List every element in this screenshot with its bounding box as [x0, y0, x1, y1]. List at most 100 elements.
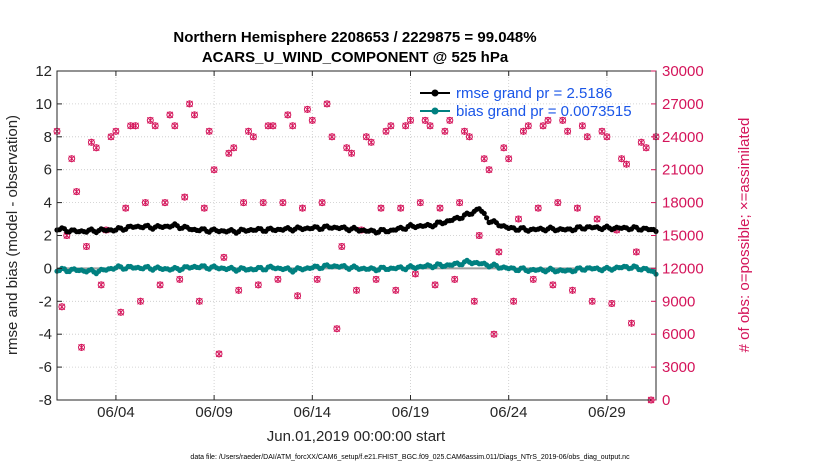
obs-assimilated-marker — [343, 144, 350, 152]
x-axis-label: Jun.01,2019 00:00:00 start — [267, 428, 446, 445]
y-tick-label: 8 — [44, 129, 52, 146]
y-tick-label: 12 — [35, 63, 52, 80]
obs-assimilated-marker — [171, 122, 179, 130]
obs-assimilated-marker — [279, 199, 287, 207]
obs-assimilated-marker — [83, 242, 90, 250]
obs-assimilated-marker — [495, 248, 503, 256]
legend-bias-label: bias grand pr = 0.0073515 — [456, 103, 632, 120]
obs-assimilated-marker — [259, 199, 267, 207]
rmse-point — [484, 215, 490, 221]
obs-assimilated-marker — [583, 133, 591, 141]
obs-assimilated-marker — [210, 166, 218, 174]
y-tick-label: 6 — [44, 162, 52, 179]
obs-assimilated-marker — [250, 133, 257, 141]
y2-tick-label: 12000 — [662, 260, 704, 277]
chart-subtitle: ACARS_U_WIND_COMPONENT @ 525 hPa — [202, 49, 509, 66]
obs-assimilated-marker — [466, 133, 473, 141]
obs-assimilated-marker — [146, 116, 154, 124]
legend-bias-marker — [431, 107, 439, 115]
obs-assimilated-marker — [525, 122, 532, 130]
obs-assimilated-marker — [417, 199, 424, 207]
obs-assimilated-marker — [574, 204, 581, 212]
obs-assimilated-marker — [200, 204, 208, 212]
obs-assimilated-marker — [485, 166, 493, 174]
obs-assimilated-marker — [436, 204, 444, 212]
y-tick-label: 4 — [44, 195, 52, 212]
x-tick-label: 06/24 — [490, 404, 528, 421]
obs-assimilated-marker — [186, 100, 193, 108]
obs-assimilated-marker — [623, 160, 630, 168]
y2-tick-label: 30000 — [662, 63, 704, 80]
obs-assimilated-marker — [490, 330, 498, 338]
obs-assimilated-marker — [181, 193, 188, 201]
obs-assimilated-marker — [372, 275, 380, 283]
obs-assimilated-marker — [274, 275, 282, 283]
obs-assimilated-marker — [529, 275, 537, 283]
obs-assimilated-marker — [637, 138, 645, 146]
obs-assimilated-marker — [451, 275, 459, 283]
y-tick-label: -2 — [39, 293, 52, 310]
obs-assimilated-marker — [299, 204, 306, 212]
obs-assimilated-marker — [353, 286, 360, 294]
obs-assimilated-marker — [318, 199, 326, 207]
obs-assimilated-marker — [220, 253, 228, 261]
y2-axis-ticks: 0 3000 6000 9000 12000 15000 18000 21000 24000 27… — [651, 63, 704, 409]
obs-assimilated-marker — [397, 204, 405, 212]
obs-assimilated-marker — [338, 242, 346, 250]
y2-tick-label: 27000 — [662, 96, 704, 113]
y2-tick-label: 9000 — [662, 293, 695, 310]
obs-assimilated-marker — [254, 281, 262, 289]
obs-assimilated-marker — [73, 188, 80, 196]
obs-assimilated-marker — [176, 275, 184, 283]
obs-assimilated-marker — [245, 127, 252, 135]
legend-rmse-marker — [431, 89, 439, 97]
obs-assimilated-marker — [549, 281, 557, 289]
obs-assimilated-marker — [593, 215, 601, 223]
obs-assimilated-marker — [515, 215, 522, 223]
x-axis-ticks: 06/04 06/09 06/14 06/19 06/24 06/29 — [97, 71, 626, 421]
y2-tick-label: 18000 — [662, 195, 704, 212]
obs-assimilated-marker — [308, 116, 316, 124]
obs-assimilated-marker — [569, 286, 576, 294]
obs-assimilated-marker — [151, 122, 159, 130]
obs-assimilated-marker — [426, 122, 434, 130]
obs-assimilated-marker — [603, 133, 611, 141]
obs-assimilated-marker — [407, 116, 414, 124]
obs-assimilated-marker — [475, 232, 483, 239]
obs-assimilated-marker — [333, 325, 341, 333]
y-tick-label: -8 — [39, 392, 52, 409]
obs-assimilated-marker — [127, 122, 134, 130]
obs-assimilated-marker — [441, 127, 449, 135]
y2-tick-label: 15000 — [662, 228, 704, 245]
obs-assimilated-marker — [633, 248, 640, 256]
y2-tick-label: 24000 — [662, 129, 704, 146]
obs-assimilated-marker — [284, 111, 292, 119]
obs-assimilated-marker — [608, 299, 616, 307]
obs-assimilated-marker — [392, 286, 400, 294]
obs-assimilated-marker — [122, 204, 130, 212]
obs-assimilated-marker — [304, 105, 311, 113]
legend: rmse grand pr = 2.5186 bias grand pr = 0… — [420, 85, 632, 120]
obs-assimilated-marker — [92, 144, 100, 152]
obs-assimilated-marker — [328, 133, 336, 141]
obs-assimilated-marker — [323, 100, 331, 108]
y2-tick-label: 3000 — [662, 359, 695, 376]
obs-assimilated-marker — [500, 144, 508, 152]
obs-assimilated-marker — [456, 199, 463, 207]
y-tick-label: 0 — [44, 260, 52, 277]
obs-assimilated-marker — [137, 297, 144, 305]
obs-assimilated-marker — [269, 122, 277, 130]
obs-assimilated-marker — [598, 127, 606, 135]
obs-assimilated-marker — [559, 116, 567, 124]
obs-assimilated-marker — [461, 127, 468, 135]
obs-assimilated-marker — [289, 122, 296, 130]
obs-assimilated-marker — [480, 155, 488, 163]
y-tick-label: -6 — [39, 359, 52, 376]
obs-assimilated-marker — [471, 297, 478, 305]
obs-assimilated-marker — [191, 111, 198, 119]
y2-tick-label: 0 — [662, 392, 670, 409]
obs-assimilated-marker — [294, 292, 301, 300]
obs-assimilated-marker — [230, 144, 238, 152]
chart-title: Northern Hemisphere 2208653 / 2229875 = … — [173, 29, 536, 46]
